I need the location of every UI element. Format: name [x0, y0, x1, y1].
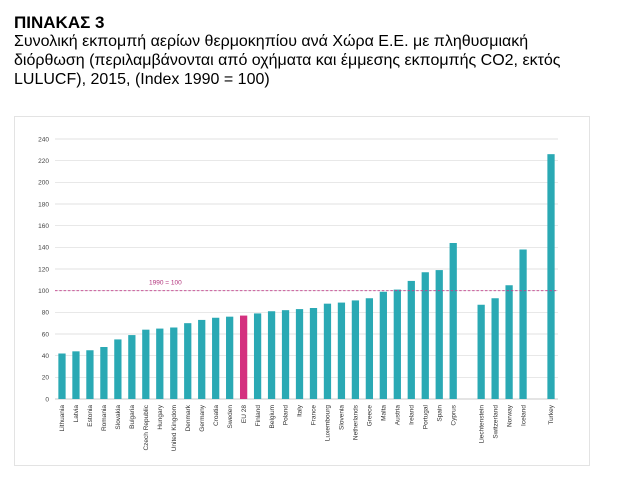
- heading-subtitle-line-1: Συνολική εκπομπή αερίων θερμοκηπίου ανά …: [14, 33, 529, 50]
- bar-slovenia: [337, 302, 346, 399]
- heading-subtitle-line-2: διόρθωση (περιλαμβάνονται από οχήματα κα…: [14, 52, 561, 69]
- x-tick-label: Norway: [506, 404, 513, 427]
- bar-germany: [198, 319, 206, 399]
- heading-subtitle-line-3: LULUCF), 2015, (Index 1990 = 100): [14, 71, 270, 88]
- x-tick-label: Malta: [381, 405, 388, 421]
- x-tick-label: Switzerland: [492, 405, 499, 439]
- bar-romania: [100, 347, 108, 399]
- x-tick-label: Croatia: [213, 405, 220, 426]
- y-tick-label: 180: [38, 201, 49, 208]
- x-tick-label: Hungary: [157, 404, 164, 429]
- y-tick-label: 160: [38, 223, 49, 230]
- x-tick-label: Italy: [297, 404, 304, 417]
- x-tick-label: Sweden: [227, 405, 234, 429]
- y-tick-label: 220: [38, 158, 49, 165]
- bar-eu-28: [239, 315, 248, 399]
- x-tick-label: Lithuania: [59, 405, 66, 432]
- y-tick-label: 140: [38, 245, 49, 252]
- bar-france: [309, 308, 318, 399]
- chart-frame: 0 20 40 60 80 100 120 140 160 180 200 220 240 1990 =…: [14, 116, 590, 466]
- x-tick-label: Luxembourg: [325, 405, 332, 442]
- bar-switzerland: [491, 298, 499, 399]
- bar-bulgaria: [128, 335, 136, 399]
- x-tick-label: Liechtenstein: [478, 405, 485, 444]
- bar-turkey: [547, 154, 555, 399]
- x-tick-label: Austria: [395, 405, 402, 426]
- bar-denmark: [184, 323, 192, 399]
- bar-iceland: [519, 249, 527, 399]
- y-tick-label: 240: [38, 136, 49, 143]
- x-tick-label: France: [311, 405, 318, 426]
- x-tick-label: Cyprus: [450, 404, 457, 425]
- x-tick-label: United Kingdom: [171, 405, 178, 451]
- y-tick-label: 100: [38, 288, 49, 295]
- y-axis-ticks: 0 20 40 60 80 100 120 140 160 180 200 220 240: [38, 136, 49, 403]
- bar-luxembourg: [323, 303, 332, 399]
- y-tick-label: 40: [42, 353, 50, 360]
- y-tick-label: 80: [42, 310, 50, 317]
- bar-chart: 0 20 40 60 80 100 120 140 160 180 200 220 240 1990 =…: [38, 136, 558, 451]
- bar-croatia: [212, 317, 220, 399]
- x-tick-label: Portugal: [422, 404, 429, 429]
- reference-line-label: 1990 = 100: [149, 280, 182, 287]
- heading-title: ΠΙΝΑΚΑΣ 3: [14, 13, 105, 32]
- bar-spain: [435, 270, 443, 399]
- bar-belgium: [267, 311, 276, 399]
- x-tick-label: Germany: [199, 404, 206, 431]
- bar-netherlands: [351, 300, 360, 399]
- x-tick-label: Belgium: [269, 405, 276, 428]
- y-tick-label: 0: [45, 396, 49, 403]
- bars: [58, 154, 555, 399]
- x-tick-label: Finland: [255, 405, 262, 427]
- bar-greece: [365, 298, 374, 399]
- x-tick-label: Romania: [101, 405, 108, 431]
- x-tick-label: Slovakia: [115, 405, 122, 430]
- bar-hungary: [156, 328, 164, 399]
- bar-italy: [295, 309, 304, 399]
- bar-cyprus: [449, 243, 457, 399]
- bar-norway: [505, 285, 513, 399]
- reference-line-group: 1990 = 100: [55, 280, 558, 292]
- x-tick-label: Latvia: [73, 405, 80, 423]
- bar-slovakia: [114, 339, 122, 399]
- bar-malta: [379, 291, 387, 399]
- y-tick-label: 120: [38, 266, 49, 273]
- x-tick-label: Estonia: [87, 405, 94, 427]
- x-tick-label: Greece: [367, 405, 374, 427]
- bar-ireland: [407, 280, 415, 399]
- x-tick-label: Spain: [436, 405, 443, 422]
- x-tick-label: Poland: [283, 405, 290, 426]
- bar-finland: [253, 313, 262, 399]
- x-axis-labels: Lithuania Latvia Estonia Romania Slovakia Bul…: [59, 404, 555, 451]
- bar-lithuania: [58, 353, 66, 399]
- bar-portugal: [421, 272, 429, 399]
- bar-liechtenstein: [477, 304, 485, 399]
- bar-austria: [393, 289, 401, 399]
- x-tick-label: Turkey: [548, 404, 555, 424]
- x-tick-label: Iceland: [520, 405, 527, 426]
- bar-latvia: [72, 351, 80, 399]
- x-tick-label: Slovenia: [339, 405, 346, 430]
- bar-estonia: [86, 350, 94, 399]
- x-tick-label: Czech Republic: [143, 404, 150, 450]
- y-tick-label: 200: [38, 180, 49, 187]
- bar-sweden: [226, 316, 234, 399]
- bar-united-kingdom: [170, 327, 178, 399]
- heading: ΠΙΝΑΚΑΣ 3 Συνολική εκπομπή αερίων θερμοκ…: [14, 13, 634, 89]
- y-tick-label: 20: [42, 375, 50, 382]
- x-tick-label: Ireland: [408, 405, 415, 425]
- x-tick-label: Bulgaria: [129, 405, 136, 429]
- bar-czech-republic: [142, 329, 150, 399]
- x-tick-label: Denmark: [185, 404, 192, 431]
- y-tick-label: 60: [42, 331, 50, 338]
- bar-poland: [281, 310, 290, 399]
- x-tick-label: Netherlands: [353, 404, 360, 440]
- x-tick-label: EU 28: [241, 405, 248, 423]
